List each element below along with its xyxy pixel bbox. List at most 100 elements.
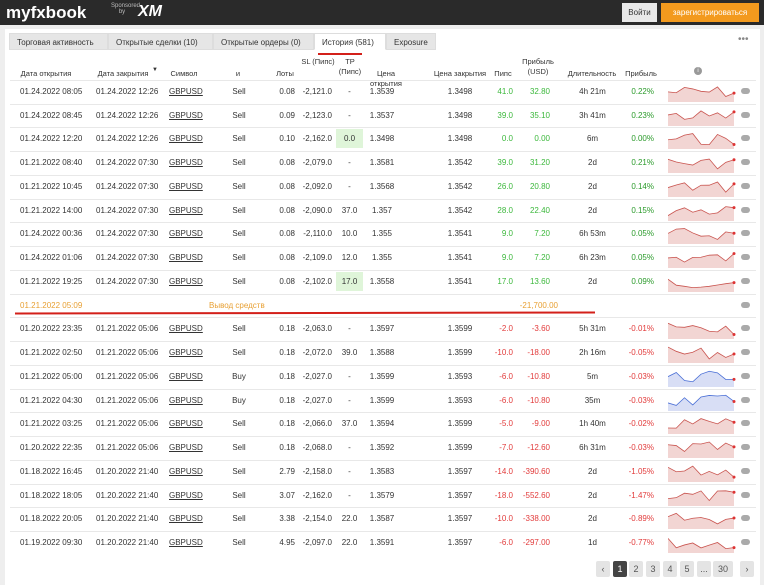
tab[interactable]: Открытые ордеры (0) [213,33,314,50]
register-button[interactable]: зарегистрироваться [661,3,759,22]
symbol[interactable]: GBPUSD [169,229,203,239]
column-header: Символ [170,69,198,78]
comment-icon[interactable] [741,539,750,546]
sl-pips: -2,121.0 [302,87,332,96]
sponsor-logo[interactable]: XM [138,3,162,20]
symbol[interactable]: GBPUSD [169,205,203,215]
column-header[interactable]: Дата закрытия [97,69,149,78]
symbol[interactable]: GBPUSD [169,371,203,381]
close-price: 1.3599 [447,443,473,453]
comment-icon[interactable] [741,254,750,261]
open-price: 1.3568 [369,181,395,191]
profit-percent: 0.14% [631,181,654,191]
comment-icon[interactable] [741,420,750,427]
sparkline [667,248,736,269]
page-next[interactable]: › [740,561,754,577]
duration: 2d [588,466,597,476]
comment-icon[interactable] [741,277,750,284]
comment-icon[interactable] [741,206,750,213]
page-link[interactable]: 30 [713,561,733,577]
comment-icon[interactable] [741,444,750,451]
sparkline [667,106,736,126]
comment-icon[interactable] [741,372,750,379]
sparkline [667,391,736,411]
lots: 0.08 [279,229,295,239]
tp-pips: - [348,110,351,120]
symbol[interactable]: GBPUSD [169,158,203,168]
table-row [10,388,756,413]
profit-percent: 0.21% [631,158,654,168]
symbol[interactable]: GBPUSD [169,87,203,96]
symbol[interactable]: GBPUSD [169,514,203,524]
comment-icon[interactable] [741,301,750,308]
symbol[interactable]: GBPUSD [169,490,203,500]
symbol[interactable]: GBPUSD [169,276,203,286]
page-link[interactable]: 5 [680,561,694,577]
page-link[interactable]: 4 [663,561,677,577]
tab[interactable]: Торговая активность [9,33,108,50]
symbol[interactable]: GBPUSD [169,348,203,358]
tab[interactable]: Открытые сделки (10) [108,33,213,50]
open-date: 01.20.2022 23:35 [20,324,83,334]
comment-icon[interactable] [741,135,750,142]
comment-icon[interactable] [741,349,750,356]
symbol[interactable]: GBPUSD [169,134,203,144]
column-header: Цена закрытия [433,69,487,78]
side: Buy [232,371,246,381]
close-date: 01.24.2022 07:30 [96,205,159,215]
page-link[interactable]: ... [697,561,711,577]
sparkline [667,129,736,150]
side: Sell [232,466,246,476]
tab[interactable]: Exposure [386,33,436,50]
symbol[interactable]: GBPUSD [169,181,203,191]
comment-icon[interactable] [741,88,750,94]
logo[interactable]: myfxbook [6,3,87,22]
sparkline [667,438,736,459]
open-price: 1.357 [371,205,393,215]
login-button[interactable]: Войти [622,3,657,22]
tp-pips: - [348,87,351,96]
tab[interactable]: История (581) [314,33,386,50]
menu-dots[interactable]: ••• [738,34,749,45]
close-date: 01.21.2022 05:06 [96,419,159,429]
symbol[interactable]: GBPUSD [169,324,203,334]
symbol[interactable]: GBPUSD [169,538,203,548]
comment-icon[interactable] [741,159,750,166]
symbol[interactable]: GBPUSD [169,110,203,120]
table-row [10,80,756,104]
symbol[interactable]: GBPUSD [169,466,203,476]
page-link[interactable]: 1 [613,561,627,577]
sl-pips: -2,154.0 [302,514,332,524]
page-link[interactable]: 3 [646,561,660,577]
duration: 1d [588,538,597,548]
withdrawal-amount: -21,700.00 [519,300,558,310]
open-price: 1.3587 [369,514,395,524]
comment-icon[interactable] [741,396,750,403]
page-prev[interactable]: ‹ [596,561,610,577]
comment-icon[interactable] [741,111,750,118]
comment-icon[interactable] [741,230,750,237]
comment-icon[interactable] [741,325,750,332]
symbol[interactable]: GBPUSD [169,253,203,263]
close-date: 01.21.2022 05:06 [96,443,159,453]
comment-icon[interactable] [741,515,750,522]
close-price: 1.3599 [447,324,473,334]
symbol[interactable]: GBPUSD [169,443,203,453]
comment-icon[interactable] [741,491,750,498]
open-price: 1.355 [371,229,393,239]
tp-pips: - [348,181,351,191]
column-header: Длительность [567,69,617,78]
lots: 0.18 [279,371,295,381]
symbol[interactable]: GBPUSD [169,395,203,405]
sl-pips: -2,066.0 [302,419,332,429]
comment-icon[interactable] [741,182,750,189]
table-row [10,507,756,531]
top-bar: myfxbook Sponsored by XM Войти зарегистр… [0,0,764,25]
symbol[interactable]: GBPUSD [169,419,203,429]
close-price: 1.3541 [447,229,473,239]
side: Sell [232,538,246,548]
close-price: 1.3542 [447,158,473,168]
comment-icon[interactable] [741,467,750,474]
tp-pips: - [348,324,351,334]
page-link[interactable]: 2 [629,561,643,577]
